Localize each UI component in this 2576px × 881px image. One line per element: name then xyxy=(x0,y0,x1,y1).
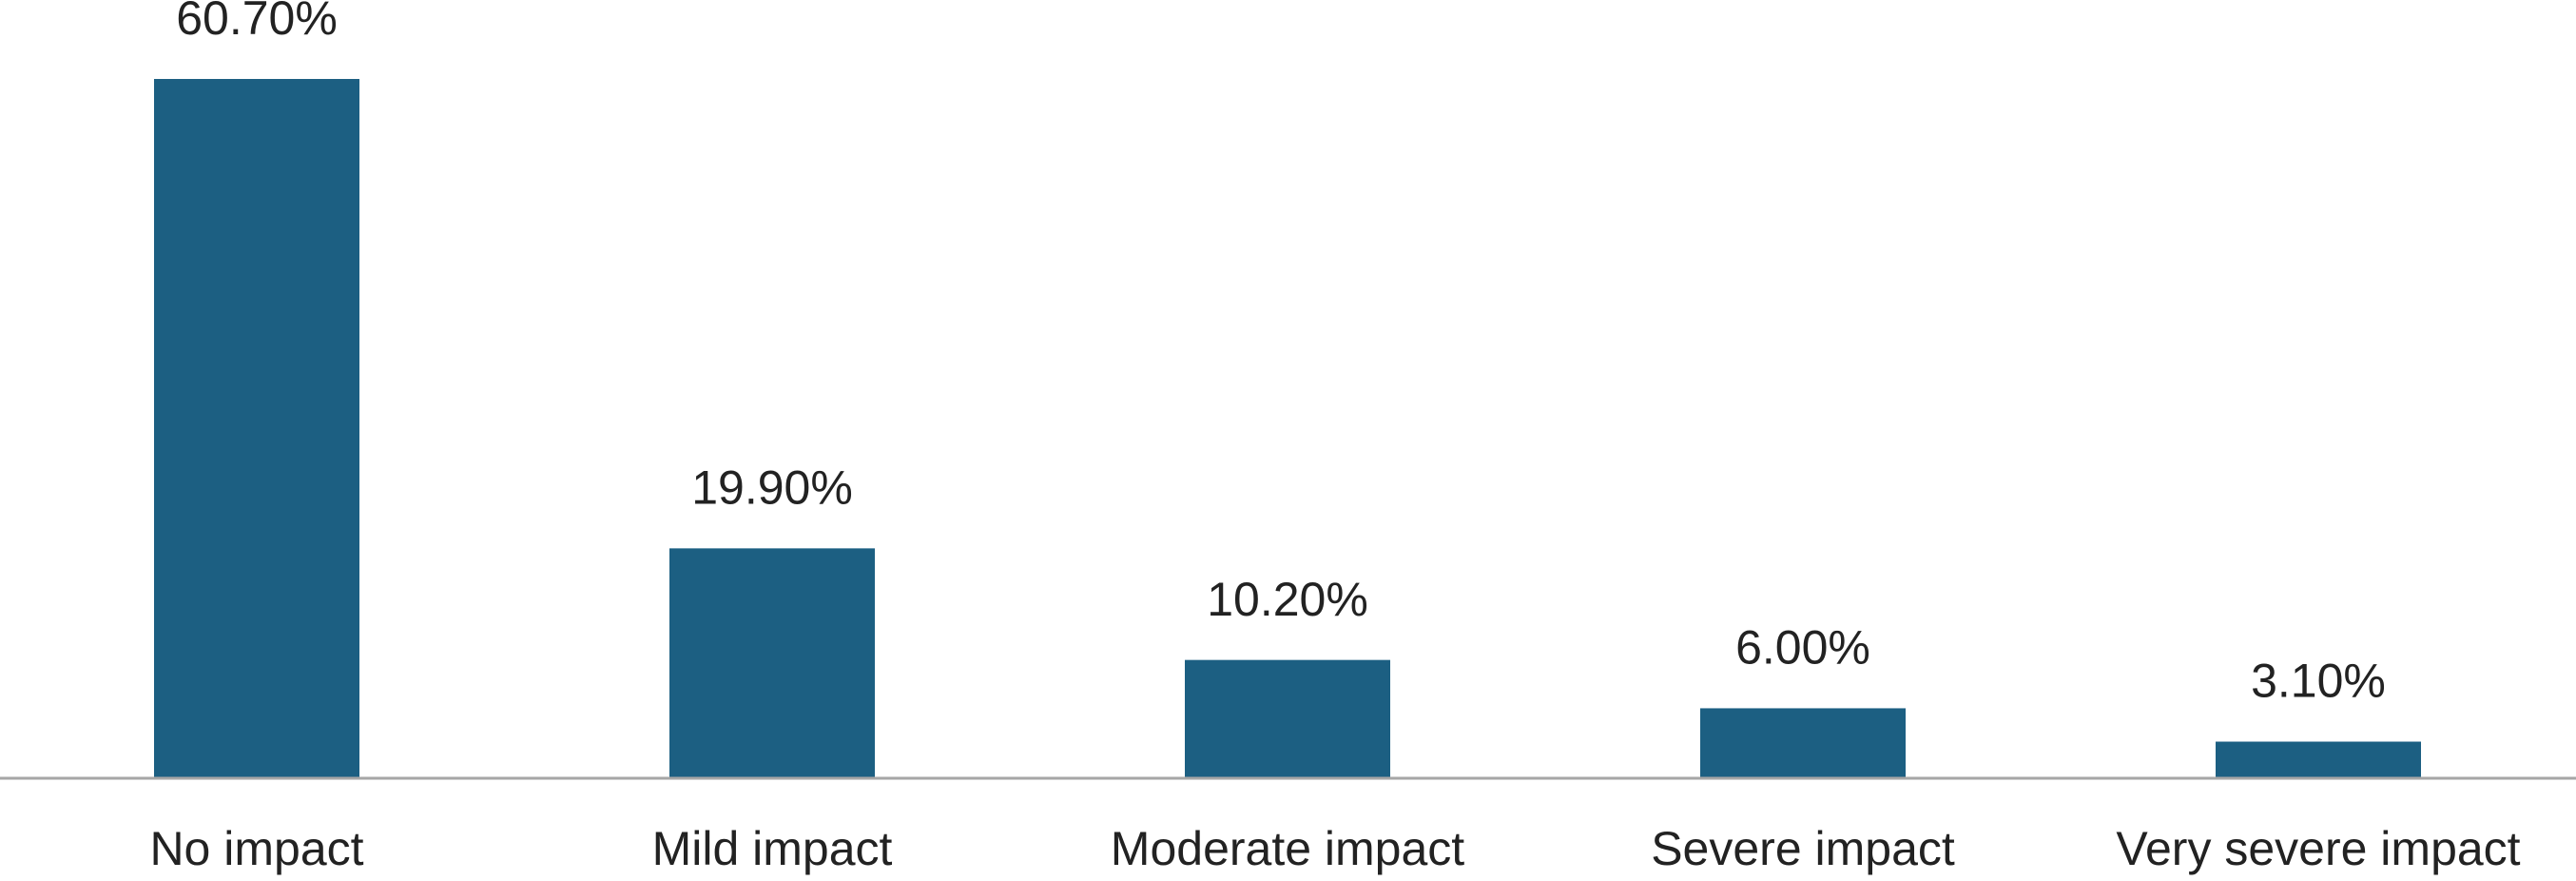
bar xyxy=(1700,708,1906,777)
x-tick-label: Very severe impact xyxy=(2116,822,2520,875)
data-label: 6.00% xyxy=(1735,621,1870,675)
x-tick-label: Mild impact xyxy=(652,822,893,875)
bar xyxy=(2216,741,2421,777)
data-label: 19.90% xyxy=(691,461,853,515)
x-tick-label: Severe impact xyxy=(1651,822,1955,875)
x-tick-label: No impact xyxy=(149,822,363,875)
data-label: 10.20% xyxy=(1207,573,1368,626)
data-label: 60.70% xyxy=(176,0,338,45)
data-label: 3.10% xyxy=(2251,655,2386,708)
bar xyxy=(1185,659,1390,777)
bar xyxy=(154,78,359,777)
x-tick-label: Moderate impact xyxy=(1111,822,1464,875)
bar xyxy=(669,548,875,777)
